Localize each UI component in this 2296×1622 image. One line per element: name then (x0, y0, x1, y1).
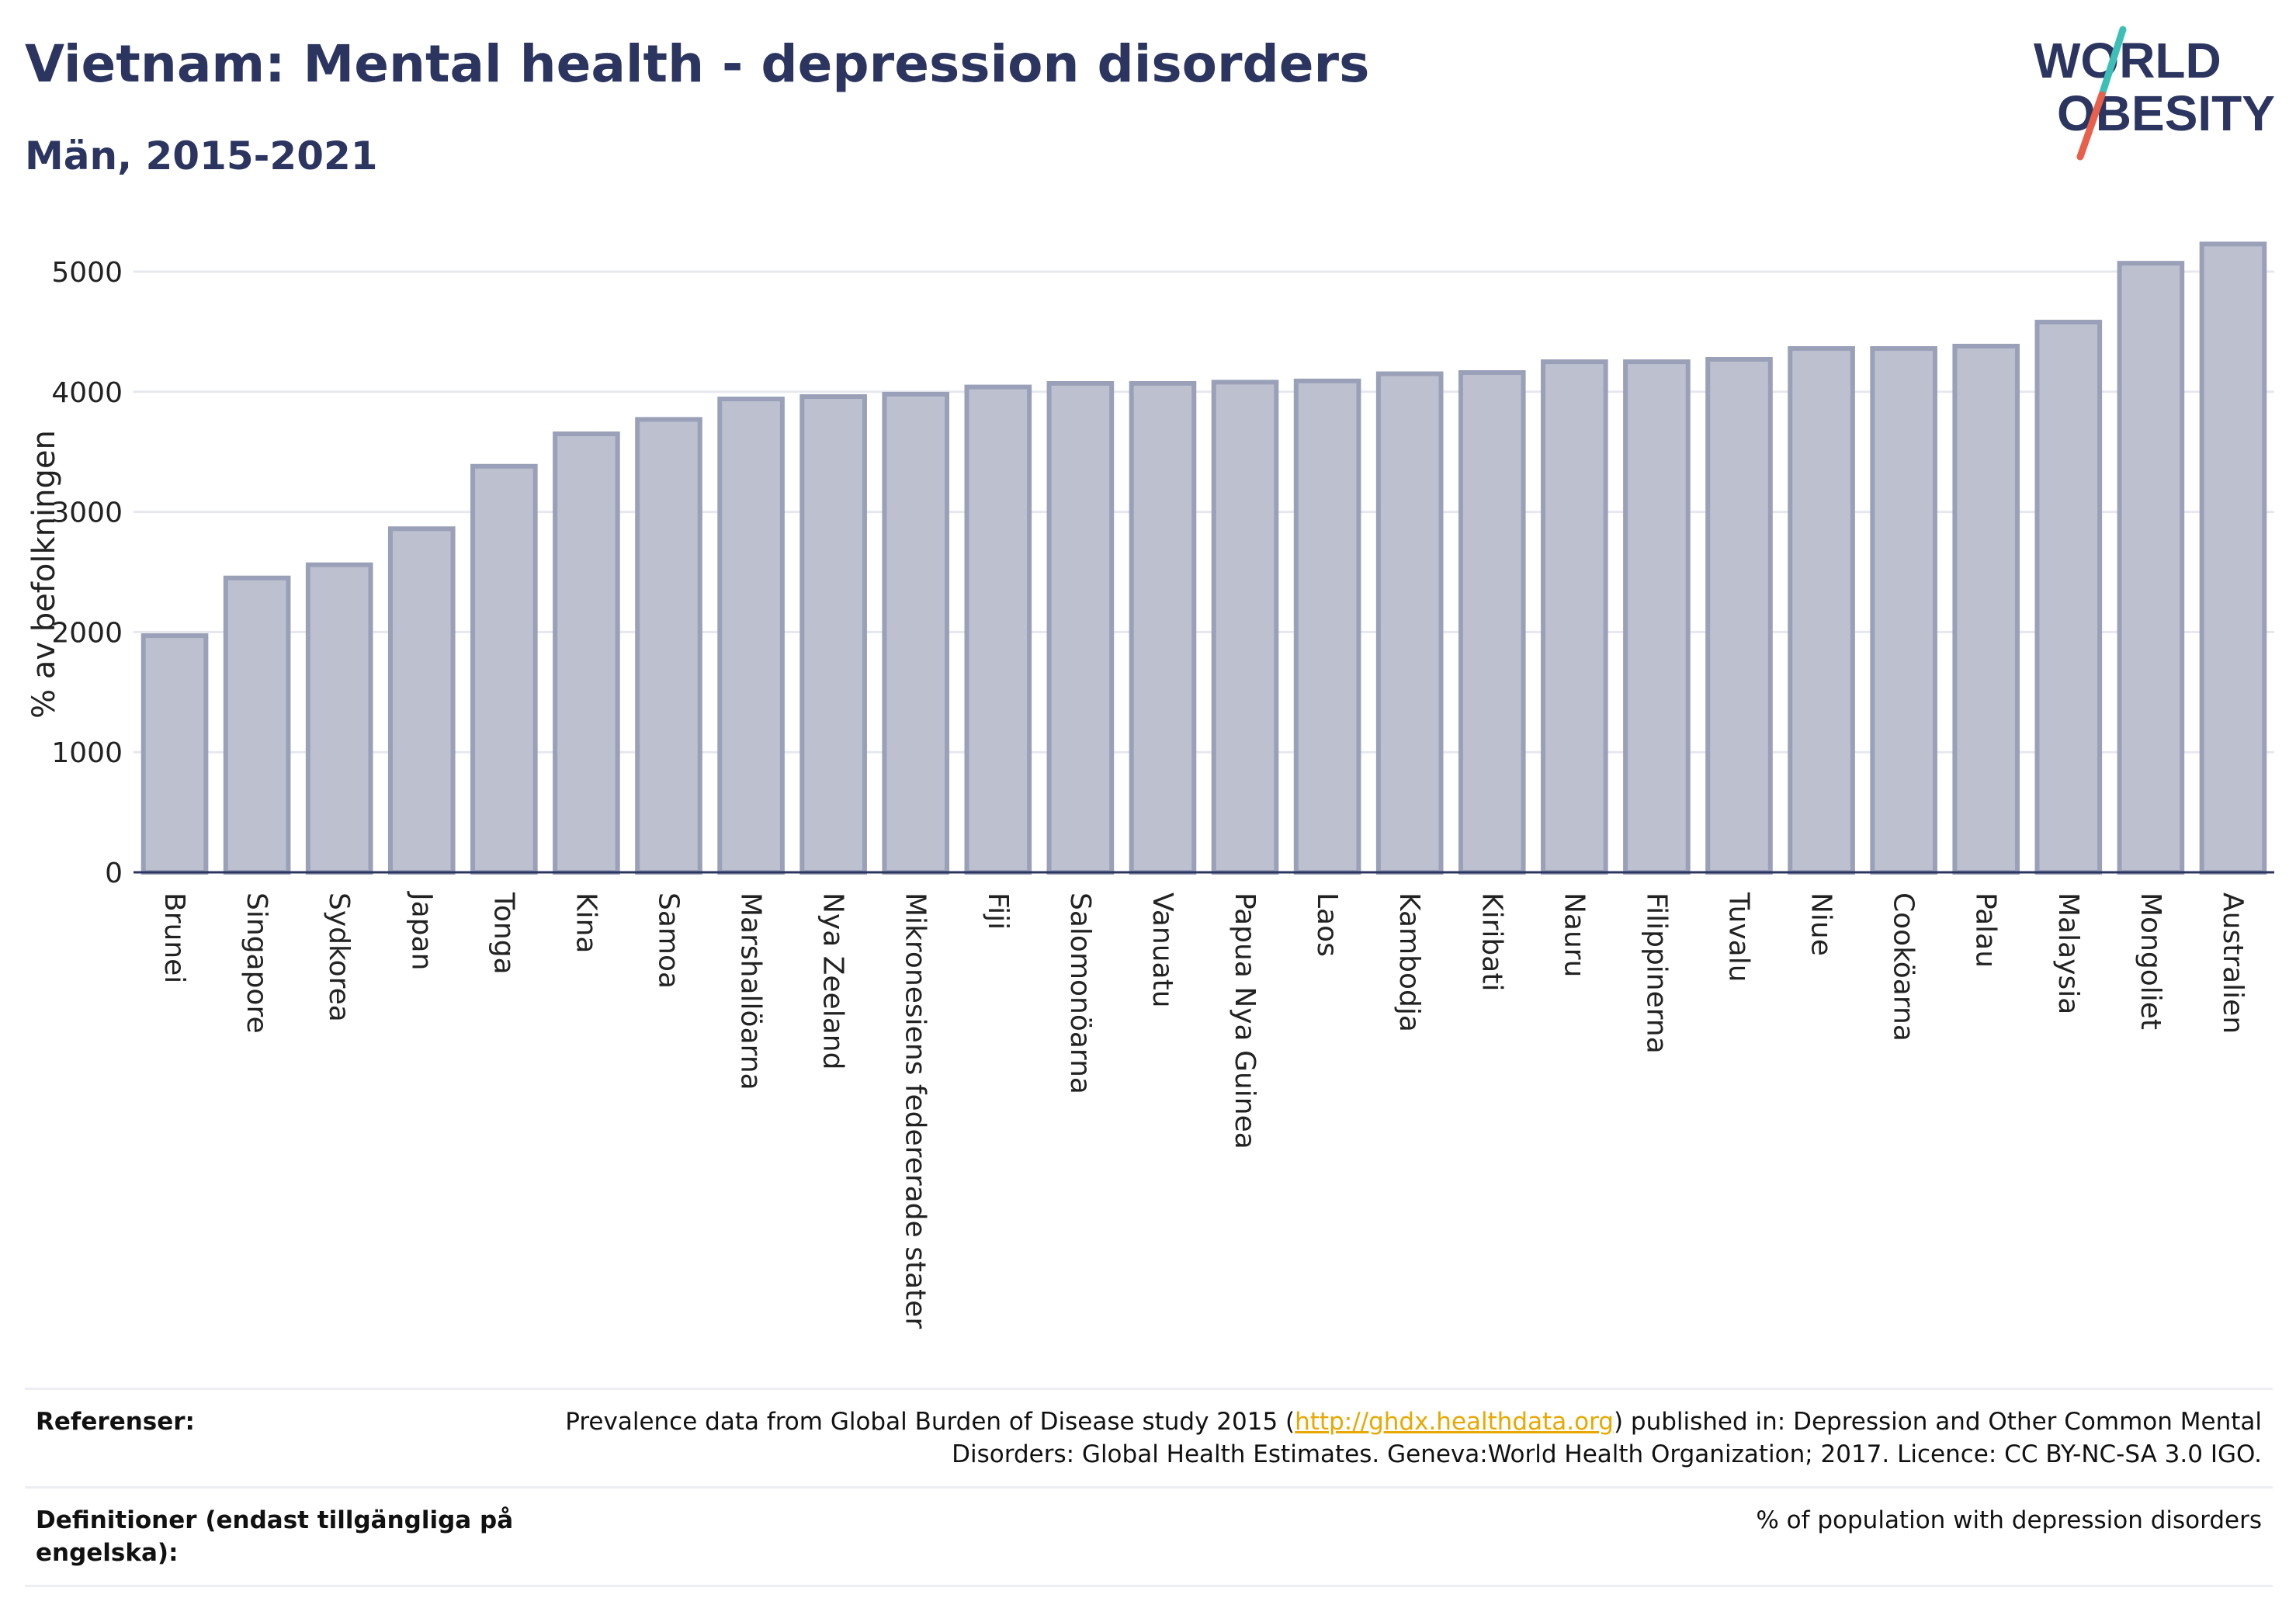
logo-line1: WORLD (2034, 33, 2221, 88)
references-label: Referenser: (36, 1408, 195, 1436)
x-tick-label: Mikronesiens federerade stater (900, 892, 931, 1329)
bar (305, 562, 373, 875)
x-tick-label: Tuvalu (1723, 892, 1755, 983)
x-tick-label: Palau (1970, 892, 2002, 968)
bar (1541, 359, 1608, 875)
x-axis-ticks: Brunei Singapore Sydkorea Japan Tonga Kina Sam… (158, 891, 2249, 1329)
bar (635, 417, 702, 875)
bar (2034, 320, 2103, 875)
definitions-row: Definitioner (endast tillgängliga på eng… (25, 1489, 2273, 1587)
bar (223, 575, 291, 875)
bar (799, 393, 867, 875)
bar (1293, 378, 1361, 875)
bar (2117, 261, 2185, 875)
x-tick-label: Tonga (487, 892, 519, 975)
x-tick-label: Samoa (653, 892, 685, 989)
references-text: Prevalence data from Global Burden of Di… (565, 1408, 2262, 1468)
x-tick-label: Sydkorea (323, 892, 355, 1022)
references-link[interactable]: http://ghdx.healthdata.org (1295, 1408, 1614, 1436)
x-tick-label: Malaysia (2052, 892, 2084, 1014)
x-tick-label: Salomonöarna (1064, 892, 1096, 1094)
bar (1046, 380, 1115, 875)
y-axis-label: % av befolkningen (26, 430, 62, 719)
y-tick-label: 5000 (51, 257, 123, 289)
x-tick-label: Laos (1311, 892, 1343, 957)
x-tick-label: Niue (1805, 892, 1837, 956)
definitions-text: % of population with depression disorder… (1756, 1506, 2262, 1534)
bar (1870, 346, 1937, 875)
bar (470, 463, 538, 875)
bar-chart: 0 1000 2000 3000 4000 5000 Brunei Singapore Syd… (26, 241, 2274, 1329)
bar (1375, 371, 1444, 875)
bar (553, 431, 620, 875)
y-tick-label: 0 (105, 858, 123, 889)
y-tick-label: 2000 (51, 617, 123, 649)
x-tick-label: Mongoliet (2135, 892, 2166, 1030)
page-title: Vietnam: Mental health - depression diso… (25, 34, 1370, 94)
x-tick-label: Cooköarna (1888, 892, 1920, 1041)
x-tick-label: Japan (405, 891, 437, 970)
bar (964, 384, 1032, 875)
bar (1129, 380, 1197, 875)
y-tick-label: 4000 (51, 377, 123, 409)
x-tick-label: Marshallöarna (735, 892, 767, 1090)
x-tick-label: Kiribati (1476, 892, 1507, 991)
y-tick-label: 3000 (51, 497, 123, 529)
references-row: Referenser: Prevalence data from Global … (25, 1390, 2273, 1489)
bar (717, 397, 785, 875)
bar (1788, 346, 1855, 875)
y-axis-ticks: 0 1000 2000 3000 4000 5000 (51, 257, 123, 889)
bar (882, 391, 950, 875)
page-subtitle: Män, 2015-2021 (25, 133, 378, 178)
logo-slash-top (2098, 26, 2127, 99)
y-tick-label: 1000 (51, 737, 123, 769)
x-tick-label: Filippinerna (1640, 892, 1672, 1054)
references-table: Referenser: Prevalence data from Global … (25, 1388, 2273, 1587)
x-tick-label: Singapore (241, 892, 272, 1034)
x-tick-label: Fiji (982, 892, 1014, 930)
bar (140, 633, 209, 875)
x-tick-label: Nya Zeeland (817, 892, 849, 1069)
x-tick-label: Brunei (158, 892, 190, 983)
bars (140, 241, 2267, 875)
logo-slash-bottom (2076, 91, 2106, 161)
x-tick-label: Kina (570, 892, 602, 954)
bar (2199, 241, 2267, 875)
bar (1952, 343, 2020, 875)
bar (387, 526, 456, 875)
definitions-label: Definitioner (endast tillgängliga på eng… (36, 1506, 514, 1567)
x-tick-label: Nauru (1558, 892, 1590, 977)
x-tick-label: Papua Nya Guinea (1229, 892, 1261, 1149)
bar (1705, 357, 1773, 875)
bar (1623, 359, 1691, 875)
x-tick-label: Vanuatu (1146, 892, 1178, 1008)
world-obesity-logo: WORLD OBESITY (2034, 26, 2275, 161)
x-tick-label: Kambodja (1393, 892, 1425, 1032)
bar (1211, 380, 1279, 875)
x-tick-label: Australien (2217, 892, 2249, 1034)
bar (1458, 370, 1526, 875)
